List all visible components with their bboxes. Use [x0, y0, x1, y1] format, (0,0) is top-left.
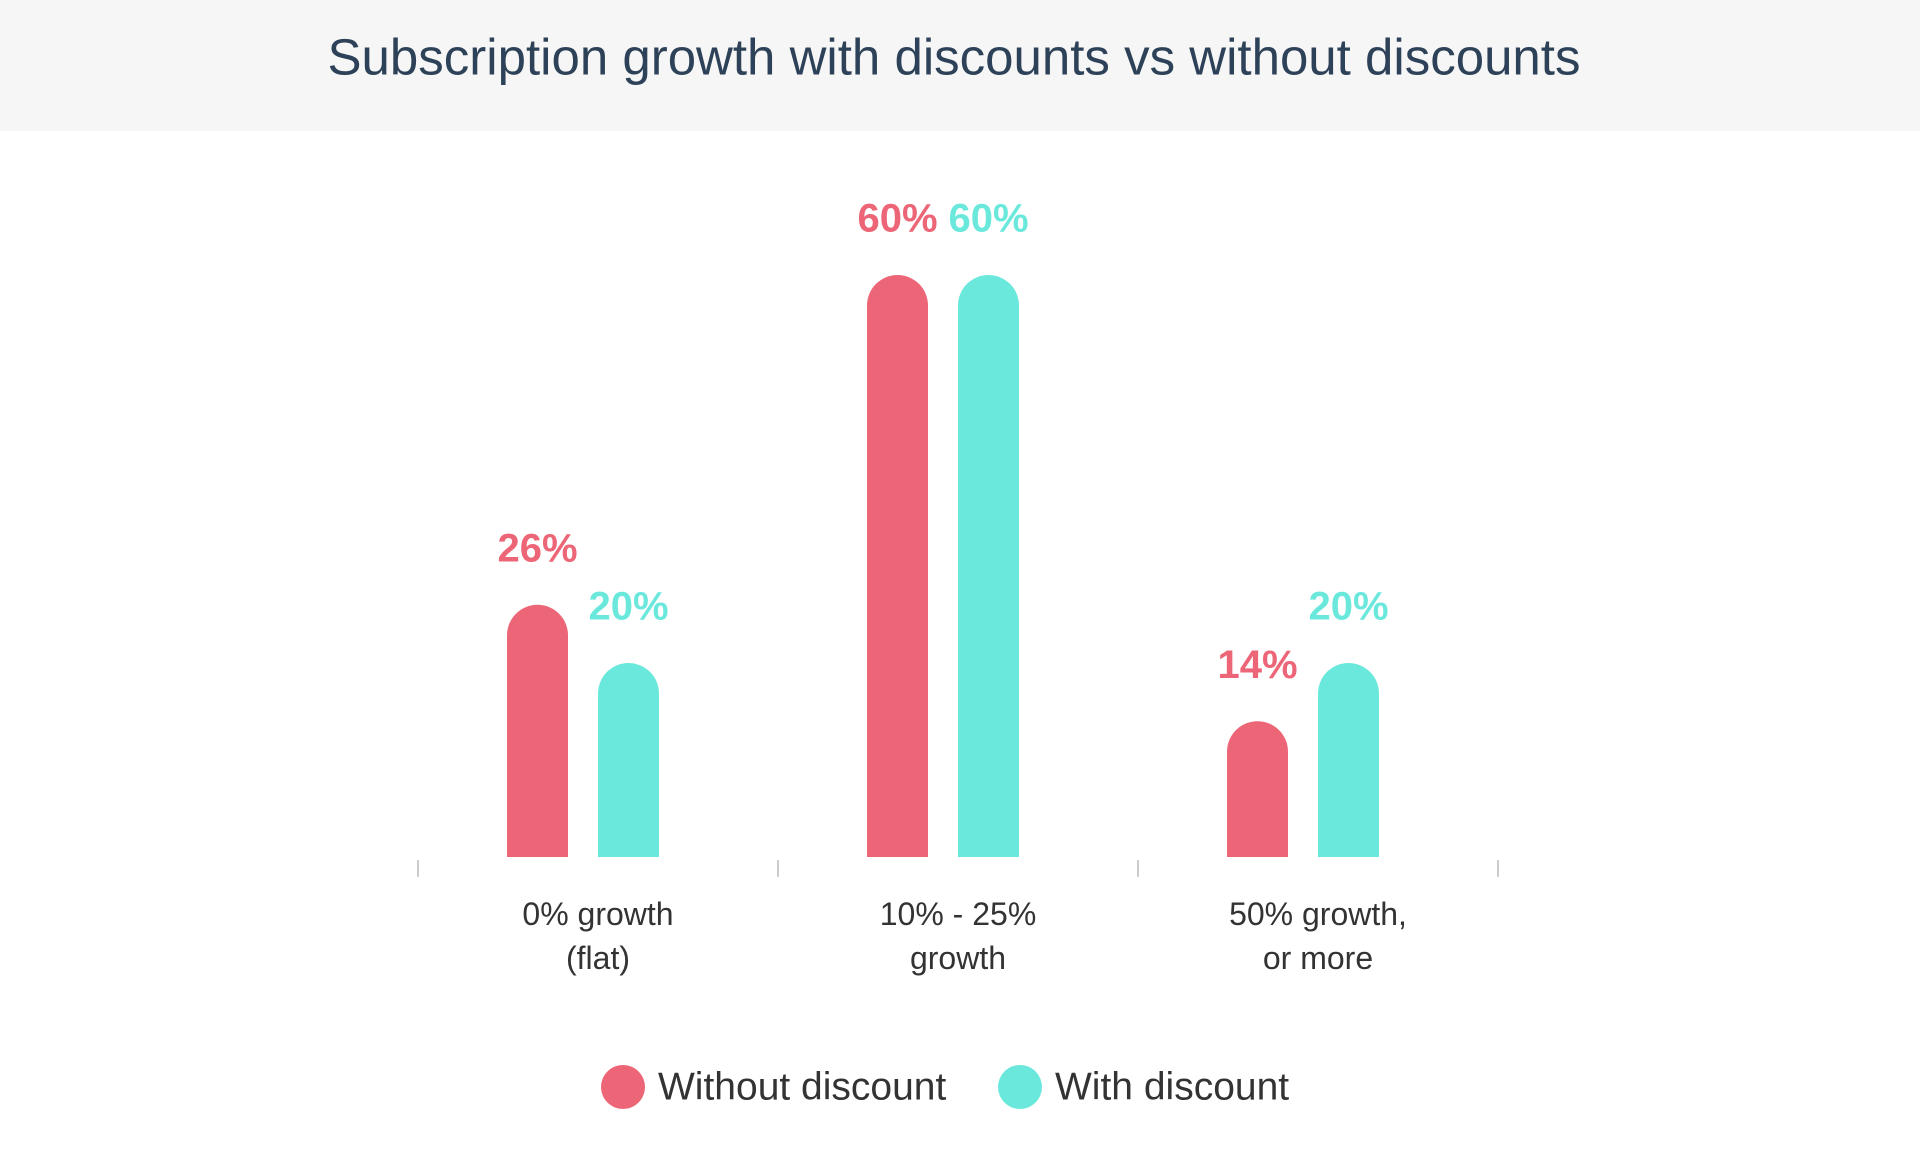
- bar: [598, 662, 659, 857]
- legend-swatch: [601, 1065, 645, 1109]
- value-label: 60%: [857, 197, 937, 241]
- value-label: 20%: [1308, 585, 1388, 629]
- value-label: 60%: [948, 197, 1028, 241]
- x-tick-label: 50% growth, or more: [1229, 896, 1407, 976]
- legend-swatch: [998, 1065, 1042, 1109]
- bar: [958, 274, 1019, 857]
- bar: [1227, 721, 1288, 857]
- value-label: 14%: [1217, 643, 1297, 687]
- chart-title: Subscription growth with discounts vs wi…: [328, 28, 1581, 85]
- value-label: 26%: [497, 526, 577, 570]
- x-tick-label: 10% - 25% growth: [880, 896, 1037, 976]
- value-label: 20%: [588, 585, 668, 629]
- legend-label: With discount: [1055, 1065, 1289, 1108]
- title-band: [0, 0, 1920, 131]
- legend-label: Without discount: [658, 1065, 946, 1108]
- x-tick-label: 0% growth (flat): [522, 896, 673, 976]
- bar: [507, 604, 568, 857]
- bar: [1318, 662, 1379, 857]
- bar: [867, 274, 928, 857]
